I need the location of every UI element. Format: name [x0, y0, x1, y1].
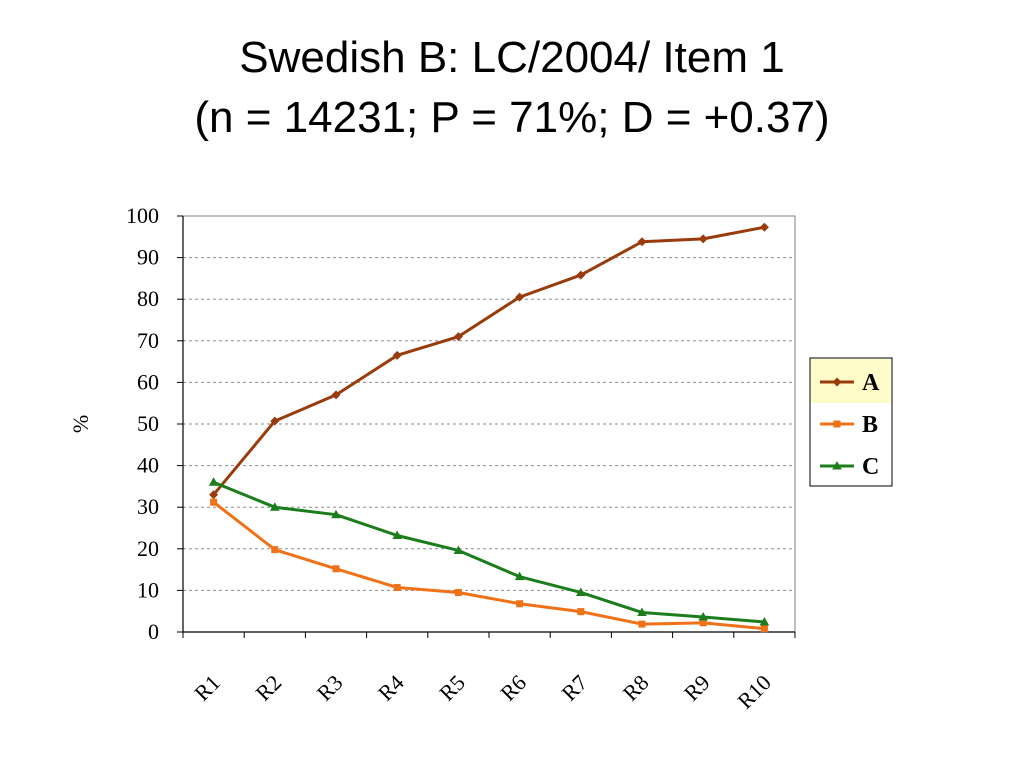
data-point	[209, 490, 219, 500]
x-tick-label: R8	[618, 670, 654, 706]
series-b	[210, 498, 768, 633]
data-point	[576, 270, 586, 280]
legend-marker	[833, 420, 841, 428]
legend-label: A	[862, 370, 880, 396]
data-point	[698, 612, 708, 621]
legend-item-b: B	[820, 412, 878, 438]
title-line-1: Swedish B: LC/2004/ Item 1	[239, 33, 785, 82]
data-point	[515, 292, 525, 302]
data-point	[453, 332, 463, 342]
legend-item-a: A	[820, 370, 880, 396]
data-point	[759, 222, 769, 232]
series-a	[209, 222, 769, 500]
series-c	[208, 477, 770, 626]
data-point	[576, 587, 586, 596]
legend-marker	[832, 377, 842, 387]
y-tick-label: 20	[137, 536, 159, 561]
data-point	[454, 588, 462, 596]
y-tick-label: 30	[137, 494, 159, 519]
slide-title: Swedish B: LC/2004/ Item 1 (n = 14231; P…	[0, 28, 1024, 148]
axes	[177, 215, 796, 638]
x-tick-label: R1	[189, 670, 225, 706]
x-tick-label: R2	[250, 670, 286, 706]
x-tick-label: R7	[556, 670, 592, 706]
y-tick-label: 100	[126, 203, 159, 228]
legend-item-c: C	[820, 454, 879, 480]
data-point	[760, 625, 768, 633]
series-layer	[208, 222, 770, 633]
y-tick-label: 80	[137, 286, 159, 311]
y-tick-label: 0	[148, 619, 159, 644]
data-point	[393, 583, 401, 591]
data-point	[699, 619, 707, 627]
data-point	[638, 620, 646, 628]
x-tick-label: R4	[373, 670, 409, 706]
data-point	[698, 234, 708, 244]
legend-marker	[832, 461, 842, 470]
x-tick-labels: R1 R2 R3 R4 R5 R6 R7 R8 R9 R10	[189, 670, 776, 714]
data-point	[577, 608, 585, 616]
data-point	[392, 530, 402, 539]
data-point	[331, 390, 341, 400]
y-tick-labels: 0 10 20 30 40 50 60 70 80 90 100	[126, 203, 159, 644]
x-tick-label: R10	[732, 670, 776, 714]
data-point	[453, 545, 464, 554]
y-axis-label: %	[68, 415, 93, 433]
y-tick-label: 10	[137, 577, 159, 602]
series-line	[213, 480, 765, 624]
data-point	[208, 477, 219, 486]
y-tick-label: 40	[137, 453, 159, 478]
data-point	[392, 350, 402, 360]
data-point	[270, 502, 280, 511]
y-tick-label: 50	[137, 411, 159, 436]
y-tick-label: 90	[137, 245, 159, 270]
series-line	[212, 225, 765, 496]
data-point	[332, 565, 340, 573]
series-line	[212, 501, 765, 631]
data-point	[637, 607, 647, 616]
data-point	[516, 600, 524, 608]
title-line-2: (n = 14231; P = 71%; D = +0.37)	[194, 93, 830, 142]
legend-label: B	[862, 412, 878, 438]
x-tick-label: R6	[495, 670, 531, 706]
data-point	[210, 498, 218, 506]
data-point	[759, 617, 770, 626]
legend: ABC	[809, 357, 893, 487]
x-tick-label: R5	[434, 670, 470, 706]
x-tick-label: R3	[312, 670, 348, 706]
data-point	[271, 546, 279, 554]
data-point	[270, 416, 280, 426]
legend-label: C	[862, 454, 879, 480]
data-point	[331, 509, 341, 519]
x-tick-label: R9	[679, 670, 715, 706]
y-tick-label: 70	[137, 328, 159, 353]
data-point	[514, 571, 525, 581]
y-tick-label: 60	[137, 369, 159, 394]
gridlines	[183, 257, 795, 591]
data-point	[637, 237, 647, 247]
